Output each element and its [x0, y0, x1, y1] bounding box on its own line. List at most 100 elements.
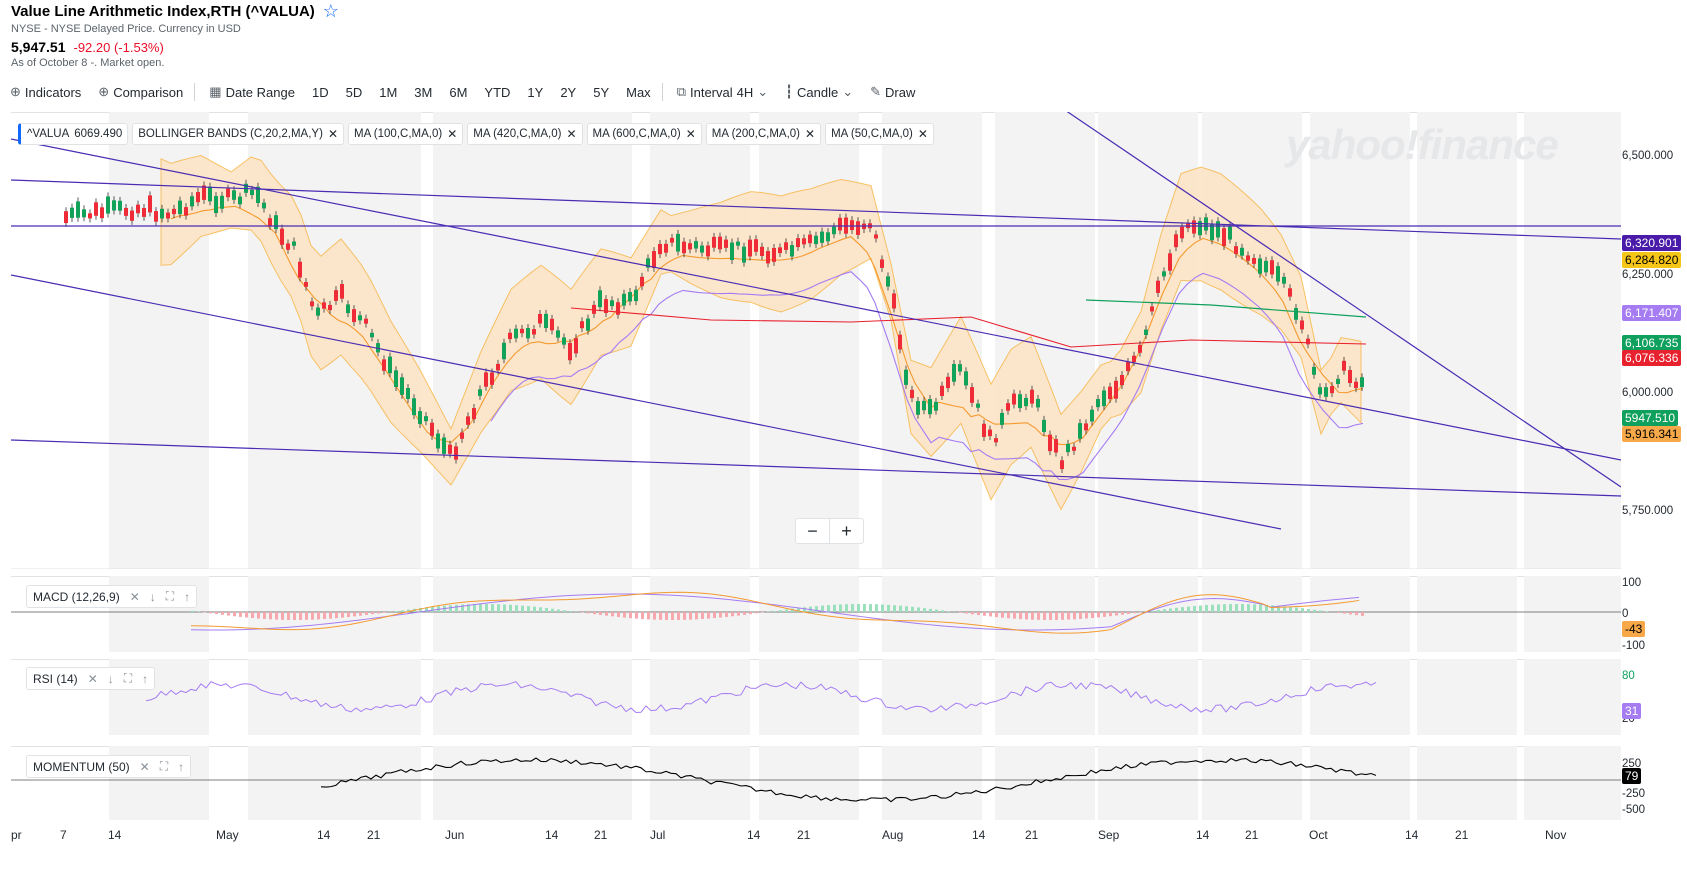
- chart-type-dropdown[interactable]: ┇ Candle ⌄: [785, 84, 853, 100]
- comparison-button[interactable]: ⊕ Comparison: [98, 84, 183, 100]
- range-1d[interactable]: 1D: [311, 84, 329, 100]
- close-icon[interactable]: ✕: [129, 589, 140, 604]
- range-1m[interactable]: 1M: [379, 84, 398, 100]
- macd-histogram-bar: [1157, 610, 1160, 612]
- arrow-up-icon[interactable]: ↑: [184, 589, 191, 604]
- candle: [1336, 378, 1340, 384]
- macd-chart[interactable]: [11, 576, 1621, 652]
- candle: [718, 236, 722, 250]
- macd-histogram-bar: [419, 608, 422, 612]
- expand-icon[interactable]: ⛶: [165, 589, 175, 603]
- macd-histogram-bar: [461, 604, 464, 612]
- bollinger-chip[interactable]: BOLLINGER BANDS (C,20,2,MA,Y) ✕: [132, 123, 344, 145]
- symbol-chip[interactable]: ^VALUA 6069.490: [18, 123, 129, 145]
- range-ytd[interactable]: YTD: [484, 84, 511, 100]
- candle: [1282, 276, 1286, 284]
- yahoo-finance-watermark: yahoo!finance: [1286, 121, 1559, 168]
- ma600-chip[interactable]: MA (600,C,MA,0) ✕: [586, 123, 702, 145]
- week-band: [1417, 746, 1517, 820]
- close-icon[interactable]: ✕: [327, 127, 338, 141]
- macd-histogram-bar: [1289, 606, 1292, 612]
- rsi-axis-label: 80: [1622, 670, 1635, 682]
- rsi-chart[interactable]: [11, 659, 1621, 735]
- range-6m[interactable]: 6M: [449, 84, 468, 100]
- indicators-button[interactable]: ⊕ Indicators: [10, 84, 81, 100]
- candle: [418, 411, 422, 424]
- macd-histogram-bar: [1235, 604, 1238, 612]
- macd-histogram-bar: [1121, 612, 1124, 615]
- arrow-down-icon[interactable]: ↓: [149, 589, 156, 604]
- pencil-icon: ✎: [870, 84, 881, 99]
- macd-histogram-bar: [1301, 608, 1304, 612]
- macd-histogram-bar: [233, 612, 236, 617]
- ma50-chip[interactable]: MA (50,C,MA,0) ✕: [825, 123, 934, 145]
- candle: [1342, 360, 1346, 371]
- ma100-chip[interactable]: MA (100,C,MA,0) ✕: [348, 123, 464, 145]
- candle: [748, 239, 752, 257]
- week-band: [1524, 659, 1621, 735]
- range-5d[interactable]: 5D: [345, 84, 363, 100]
- candle: [406, 388, 410, 399]
- close-icon[interactable]: ✕: [87, 671, 98, 686]
- candle: [682, 241, 686, 254]
- rsi-label-chip[interactable]: RSI (14) ✕ ↓ ⛶ ↑: [26, 667, 156, 690]
- arrow-up-icon[interactable]: ↑: [142, 671, 149, 686]
- candle: [1240, 247, 1244, 256]
- macd-histogram-bar: [1061, 612, 1064, 620]
- close-icon[interactable]: ✕: [139, 759, 150, 774]
- macd-histogram-bar: [347, 612, 350, 618]
- macd-histogram-bar: [1169, 608, 1172, 612]
- momentum-chart[interactable]: [11, 746, 1621, 820]
- candle: [514, 328, 518, 339]
- candle: [142, 207, 146, 217]
- candle: [316, 307, 320, 316]
- macd-histogram-bar: [1031, 612, 1034, 620]
- ma420-chip[interactable]: MA (420,C,MA,0) ✕: [467, 123, 583, 145]
- candle: [964, 371, 968, 386]
- expand-icon[interactable]: ⛶: [123, 671, 133, 685]
- candle: [1078, 423, 1082, 439]
- range-1y[interactable]: 1Y: [527, 84, 544, 100]
- arrow-down-icon[interactable]: ↓: [107, 671, 114, 686]
- macd-histogram-bar: [1163, 609, 1166, 612]
- quote-price: 5,947.51: [11, 39, 66, 55]
- close-icon[interactable]: ✕: [447, 127, 458, 141]
- macd-histogram-bar: [227, 612, 230, 616]
- close-icon[interactable]: ✕: [805, 127, 816, 141]
- ma200-chip[interactable]: MA (200,C,MA,0) ✕: [705, 123, 822, 145]
- range-3m[interactable]: 3M: [414, 84, 433, 100]
- candle: [754, 239, 758, 252]
- candle: [412, 398, 416, 416]
- close-icon[interactable]: ✕: [685, 127, 696, 141]
- close-icon[interactable]: ✕: [917, 127, 928, 141]
- momentum-line: [320, 757, 1377, 803]
- candle: [1066, 443, 1070, 453]
- macd-histogram-bar: [1115, 612, 1118, 616]
- range-2y[interactable]: 2Y: [560, 84, 577, 100]
- candle: [706, 245, 710, 257]
- candle: [1354, 381, 1358, 389]
- price-chart[interactable]: [11, 112, 1621, 569]
- zoom-in-button[interactable]: +: [829, 519, 863, 543]
- close-icon[interactable]: ✕: [566, 127, 577, 141]
- macd-histogram-bar: [803, 607, 806, 612]
- interval-label: Interval: [689, 84, 733, 100]
- macd-label-chip[interactable]: MACD (12,26,9) ✕ ↓ ⛶ ↑: [26, 585, 198, 608]
- candle: [340, 284, 344, 299]
- candle: [1048, 434, 1052, 452]
- interval-dropdown[interactable]: ⧉ Interval 4H ⌄: [677, 84, 768, 100]
- draw-button[interactable]: ✎ Draw: [870, 84, 915, 100]
- range-5y[interactable]: 5Y: [593, 84, 610, 100]
- arrow-up-icon[interactable]: ↑: [178, 759, 185, 774]
- zoom-out-button[interactable]: −: [807, 520, 818, 541]
- price-axis-label: 5,750.000: [1622, 505, 1674, 517]
- star-icon[interactable]: ☆: [322, 1, 339, 21]
- macd-histogram-bar: [1151, 610, 1154, 612]
- candle: [988, 429, 992, 437]
- price-tag-trendline: 6,320.901: [1622, 235, 1682, 251]
- expand-icon[interactable]: ⛶: [159, 759, 169, 773]
- date-range-button[interactable]: ▦ Date Range: [209, 84, 295, 100]
- range-max[interactable]: Max: [626, 84, 651, 100]
- macd-histogram-bar: [617, 612, 620, 618]
- momentum-label-chip[interactable]: MOMENTUM (50) ✕ ⛶ ↑: [26, 755, 192, 778]
